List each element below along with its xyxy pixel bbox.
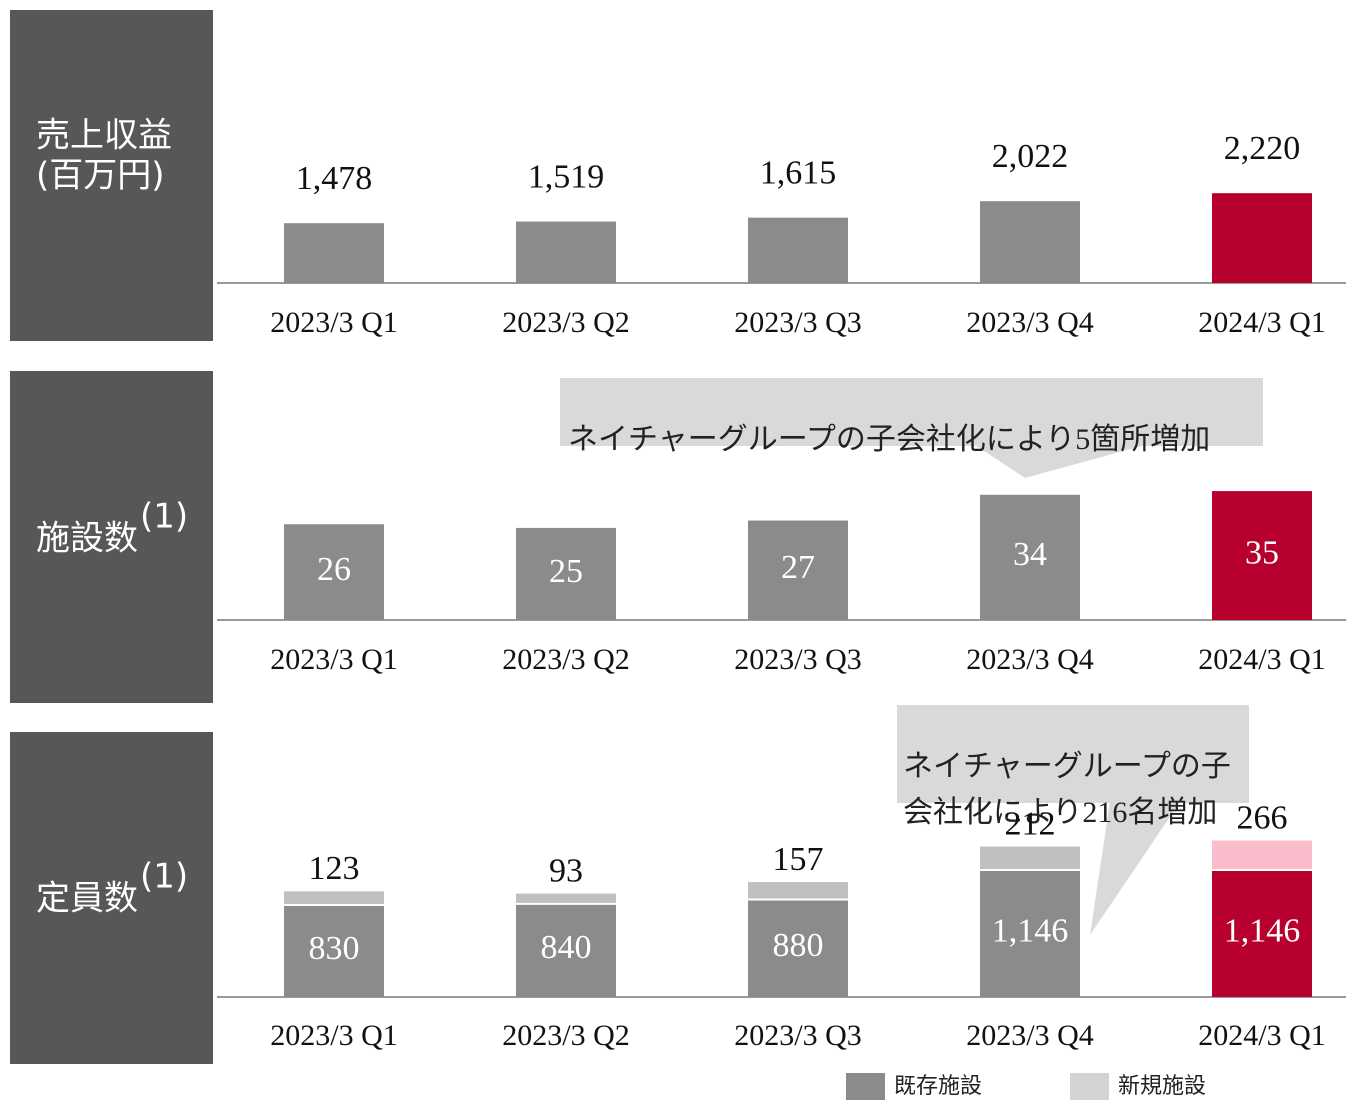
value-label: 830 (309, 930, 360, 967)
bar (516, 221, 616, 283)
x-tick-label: 2023/3 Q2 (502, 306, 630, 339)
value-label: 1,478 (296, 160, 373, 197)
value-label: 26 (317, 551, 351, 588)
x-tick-label: 2023/3 Q1 (270, 1019, 398, 1052)
legend-label: 既存施設 (894, 1073, 982, 1098)
callout (897, 705, 1249, 935)
bar-segment (516, 893, 616, 904)
value-label: 2,220 (1224, 130, 1301, 167)
x-tick-label: 2023/3 Q3 (734, 306, 862, 339)
value-label: 266 (1237, 799, 1288, 836)
value-label: 840 (541, 929, 592, 966)
value-label: 1,146 (1224, 912, 1301, 949)
panel-title: 定員数 (36, 879, 138, 919)
value-label: 123 (309, 850, 360, 887)
bar-segment (1212, 869, 1312, 997)
value-label: 1,615 (760, 154, 837, 191)
bar-segment (284, 905, 384, 997)
x-tick-label: 2024/3 Q1 (1198, 1019, 1326, 1052)
legend-label: 新規施設 (1118, 1073, 1206, 1098)
x-tick-label: 2023/3 Q3 (734, 643, 862, 676)
bar (1212, 491, 1312, 620)
bar-segment (1212, 840, 1312, 870)
bar (748, 217, 848, 283)
title-note: (1) (140, 497, 188, 537)
callout (560, 378, 1263, 478)
x-tick-label: 2023/3 Q4 (966, 1019, 1094, 1052)
value-label: 34 (1013, 536, 1047, 573)
panel-title: (百万円) (36, 156, 165, 196)
value-label: 25 (549, 553, 583, 590)
value-label: 93 (549, 852, 583, 889)
bar-segment (748, 882, 848, 900)
value-label: 35 (1245, 534, 1279, 571)
value-label: 880 (773, 927, 824, 964)
bar (284, 223, 384, 283)
legend-swatch (1070, 1073, 1109, 1100)
bar-segment (980, 846, 1080, 870)
annotation: 会社化により216名増加 (903, 796, 1217, 829)
value-label: 212 (1005, 805, 1056, 842)
bar (980, 494, 1080, 620)
x-tick-label: 2023/3 Q2 (502, 643, 630, 676)
legend-swatch (846, 1073, 885, 1100)
panel-title: 売上収益 (36, 116, 172, 156)
bar-segment (284, 891, 384, 906)
value-label: 1,146 (992, 912, 1069, 949)
bar (748, 520, 848, 620)
value-label: 27 (781, 549, 815, 586)
value-label: 2,022 (992, 138, 1069, 175)
side-panel (10, 732, 213, 1064)
side-panel (10, 10, 213, 341)
annotation: ネイチャーグループの子 (903, 750, 1231, 783)
bar (284, 524, 384, 620)
value-label: 157 (773, 841, 824, 878)
x-tick-label: 2023/3 Q4 (966, 643, 1094, 676)
annotation: ネイチャーグループの子会社化により5箇所増加 (568, 423, 1210, 456)
x-tick-label: 2023/3 Q2 (502, 1019, 630, 1052)
x-tick-label: 2023/3 Q4 (966, 306, 1094, 339)
x-tick-label: 2023/3 Q1 (270, 643, 398, 676)
bar-segment (516, 903, 616, 997)
x-tick-label: 2024/3 Q1 (1198, 306, 1326, 339)
x-tick-label: 2024/3 Q1 (1198, 643, 1326, 676)
bar (1212, 193, 1312, 283)
bar (516, 527, 616, 620)
panel-title: 施設数 (36, 519, 138, 559)
bar-segment (980, 869, 1080, 997)
x-tick-label: 2023/3 Q3 (734, 1019, 862, 1052)
bar-segment (748, 899, 848, 997)
x-tick-label: 2023/3 Q1 (270, 306, 398, 339)
bar (980, 201, 1080, 283)
value-label: 1,519 (528, 158, 605, 195)
side-panel (10, 371, 213, 703)
title-note: (1) (140, 857, 188, 897)
